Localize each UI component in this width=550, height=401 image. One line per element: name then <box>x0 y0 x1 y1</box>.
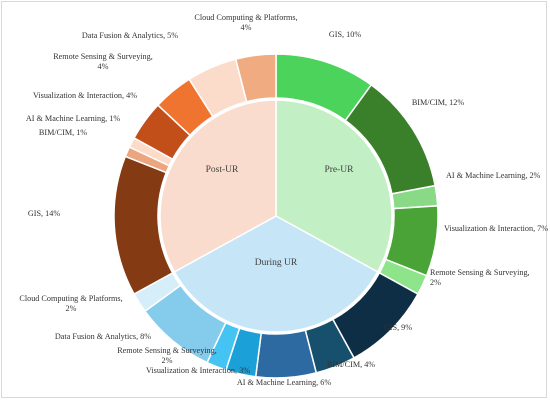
data-label-post-ur-data-fusion-analytics-5: Data Fusion & Analytics, 5% <box>82 31 178 40</box>
outer-slice-post-ur-cloud-computing-platforms <box>234 53 277 103</box>
data-label-post-ur-visualization-interaction-4: Visualization & Interaction, 4% <box>33 91 137 100</box>
data-label-post-ur-remote-sensing-surveying: Remote Sensing & Surveying, 4% <box>53 52 153 71</box>
data-label-during-ur-data-fusion-analytics-8: Data Fusion & Analytics, 8% <box>55 332 151 341</box>
outer-slice-during-ur-ai-machine-learning-6 <box>254 329 318 379</box>
data-label-during-ur-bim-cim-4: BIM/CIM, 4% <box>327 360 375 369</box>
inner-label-pre-ur: Pre-UR <box>324 165 354 175</box>
data-label-post-ur-gis-14: GIS, 14% <box>28 209 60 218</box>
data-label-pre-ur-gis-10: GIS, 10% <box>329 30 361 39</box>
inner-slice-post-ur <box>159 99 277 273</box>
data-label-pre-ur-ai-machine-learning-2: AI & Machine Learning, 2% <box>446 171 541 180</box>
inner-label-post-ur: Post-UR <box>206 165 239 175</box>
data-label-pre-ur-remote-sensing-surveying: Remote Sensing & Surveying, 2% <box>430 268 530 287</box>
data-label-post-ur-ai-machine-learning-1: AI & Machine Learning, 1% <box>26 114 121 123</box>
data-label-post-ur-bim-cim-1: BIM/CIM, 1% <box>39 128 87 137</box>
data-label-during-ur-remote-sensing-surveying: Remote Sensing & Surveying, 2% <box>117 346 217 365</box>
inner-slice-pre-ur <box>275 99 393 273</box>
data-label-pre-ur-visualization-interaction-7: Visualization & Interaction, 7% <box>444 224 548 233</box>
data-label-during-ur-cloud-computing-platforms: Cloud Computing & Platforms, 2% <box>19 294 122 313</box>
data-label-during-ur-visualization-interaction-3: Visualization & Interaction, 3% <box>146 366 250 375</box>
data-label-post-ur-cloud-computing-platforms: Cloud Computing & Platforms, 4% <box>194 13 297 32</box>
data-label-during-ur-gis-9: GIS, 9% <box>384 323 412 332</box>
data-label-during-ur-ai-machine-learning-6: AI & Machine Learning, 6% <box>237 378 332 387</box>
inner-label-during-ur: During UR <box>255 258 298 268</box>
data-label-pre-ur-bim-cim-12: BIM/CIM, 12% <box>412 98 464 107</box>
inner-slice-during-ur <box>173 215 379 333</box>
